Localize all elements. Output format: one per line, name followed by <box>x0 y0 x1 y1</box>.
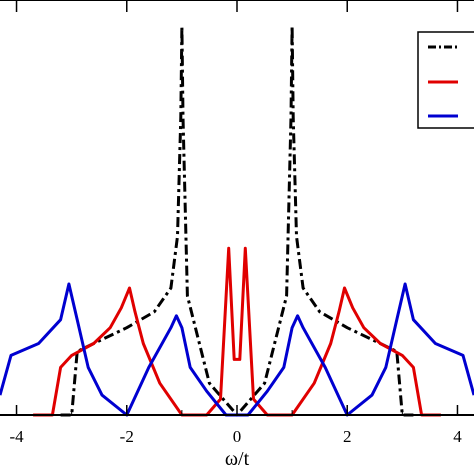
series-line-2 <box>33 246 441 417</box>
x-ticks: -4 -2 0 2 4 <box>9 0 462 446</box>
x-tick-label: -4 <box>9 427 24 446</box>
series-layer <box>0 24 474 417</box>
axes-layer <box>0 0 474 416</box>
legend <box>417 31 474 129</box>
x-tick-label: -2 <box>120 427 134 446</box>
x-tick-label: 4 <box>453 427 462 446</box>
x-tick-label: 2 <box>343 427 352 446</box>
x-tick-label: 0 <box>233 427 242 446</box>
series-line-3 <box>0 282 474 417</box>
x-axis-label: ω/t <box>224 448 250 470</box>
series-line-1 <box>60 24 414 417</box>
